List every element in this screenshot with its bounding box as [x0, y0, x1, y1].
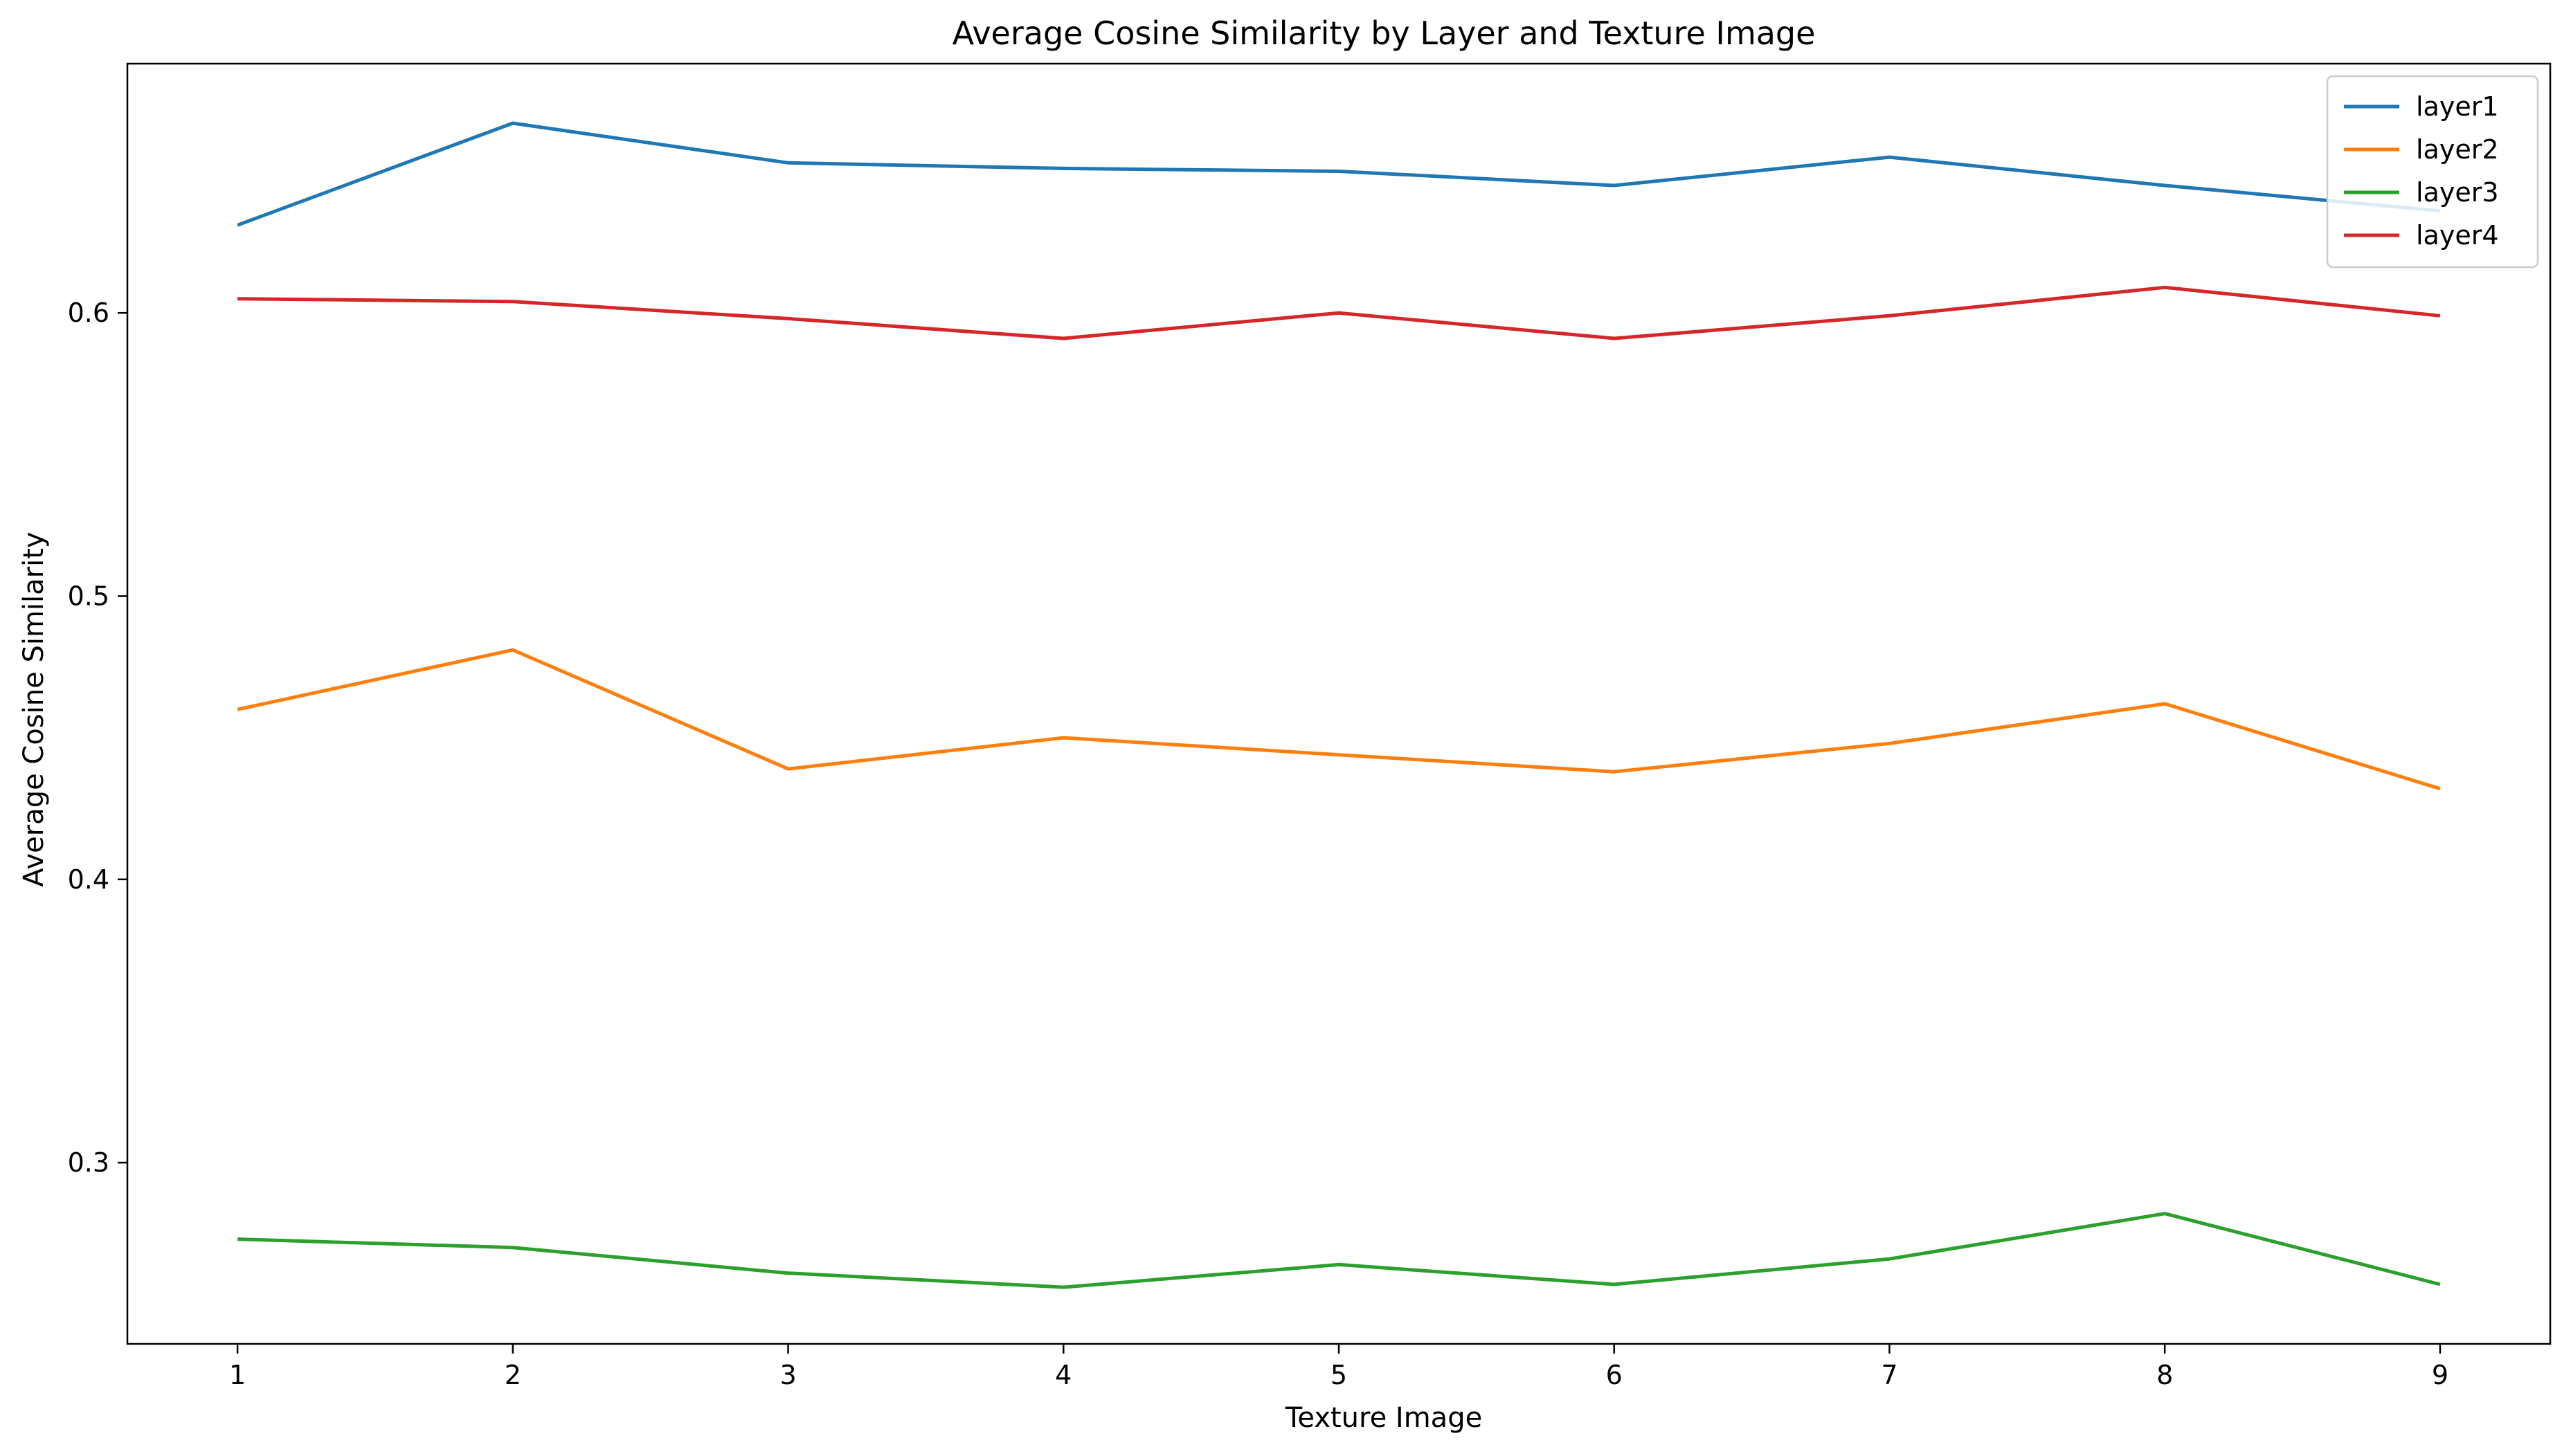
legend-label-layer2: layer2: [2416, 134, 2499, 165]
x-tick-label: 6: [1606, 1360, 1623, 1390]
chart-title: Average Cosine Similarity by Layer and T…: [953, 15, 1816, 52]
legend-label-layer3: layer3: [2416, 177, 2499, 208]
x-tick-label: 5: [1330, 1360, 1347, 1390]
series-line-layer3: [237, 1212, 2441, 1289]
x-tick-label: 1: [229, 1360, 246, 1390]
y-tick-label: 0.4: [68, 864, 109, 895]
y-tick-label: 0.3: [68, 1147, 109, 1178]
legend-box: [2326, 75, 2539, 269]
y-axis-label: Average Cosine Similarity: [18, 531, 50, 886]
x-tick-label: 2: [505, 1360, 521, 1390]
x-axis-label: Texture Image: [1285, 1402, 1482, 1434]
x-tick-label: 9: [2432, 1360, 2448, 1390]
legend-label-layer4: layer4: [2416, 220, 2499, 251]
y-tick-label: 0.6: [68, 298, 109, 328]
y-tick-label: 0.5: [68, 581, 109, 611]
legend: layer1 layer2 layer3 layer4: [2326, 75, 2539, 269]
x-tick-label: 8: [2156, 1360, 2173, 1390]
x-tick-label: 4: [1055, 1360, 1072, 1390]
x-tick-label: 3: [779, 1360, 796, 1390]
axes-group: 1 2 3 4 5 6 7 8 9 0.3 0.4 0.5 0.6: [68, 62, 2552, 1390]
legend-label-layer1: layer1: [2416, 91, 2499, 122]
series-line-layer1: [237, 121, 2441, 227]
x-tick-label: 7: [1881, 1360, 1897, 1390]
series-line-layer4: [237, 285, 2441, 340]
series-group: [237, 121, 2441, 1289]
series-line-layer2: [237, 648, 2441, 791]
